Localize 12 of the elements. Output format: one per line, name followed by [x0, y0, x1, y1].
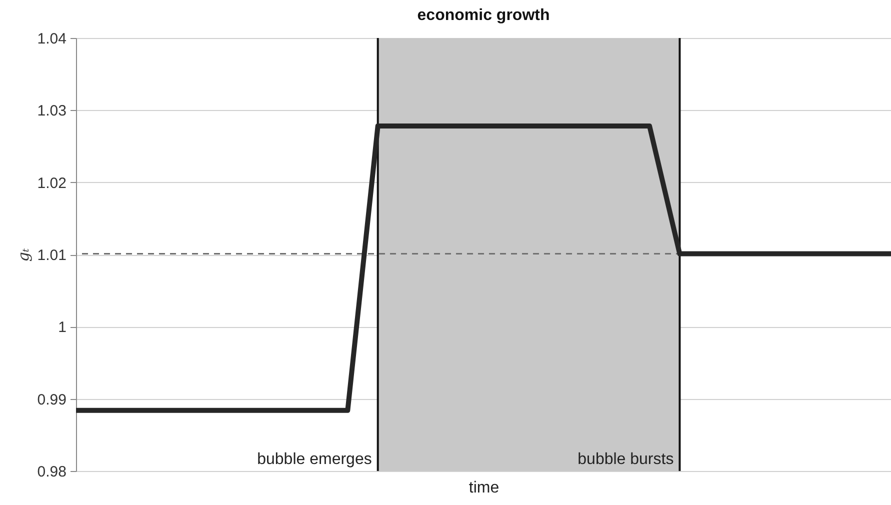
annotation: bubble bursts: [578, 451, 674, 468]
annotation: bubble emerges: [257, 451, 372, 468]
y-axis-title: gₜ: [14, 248, 32, 262]
y-tick-label: 1: [58, 319, 66, 336]
y-tick-label: 0.99: [37, 391, 66, 408]
y-tick-label: 0.98: [37, 464, 66, 480]
y-tick-label: 1.02: [37, 174, 66, 192]
chart-title: economic growth: [417, 7, 550, 24]
x-axis-title: time: [468, 480, 500, 496]
y-tick-label: 1.04: [37, 30, 66, 48]
y-tick-label: 1.01: [37, 247, 66, 264]
y-tick-label: 1.03: [37, 102, 66, 120]
